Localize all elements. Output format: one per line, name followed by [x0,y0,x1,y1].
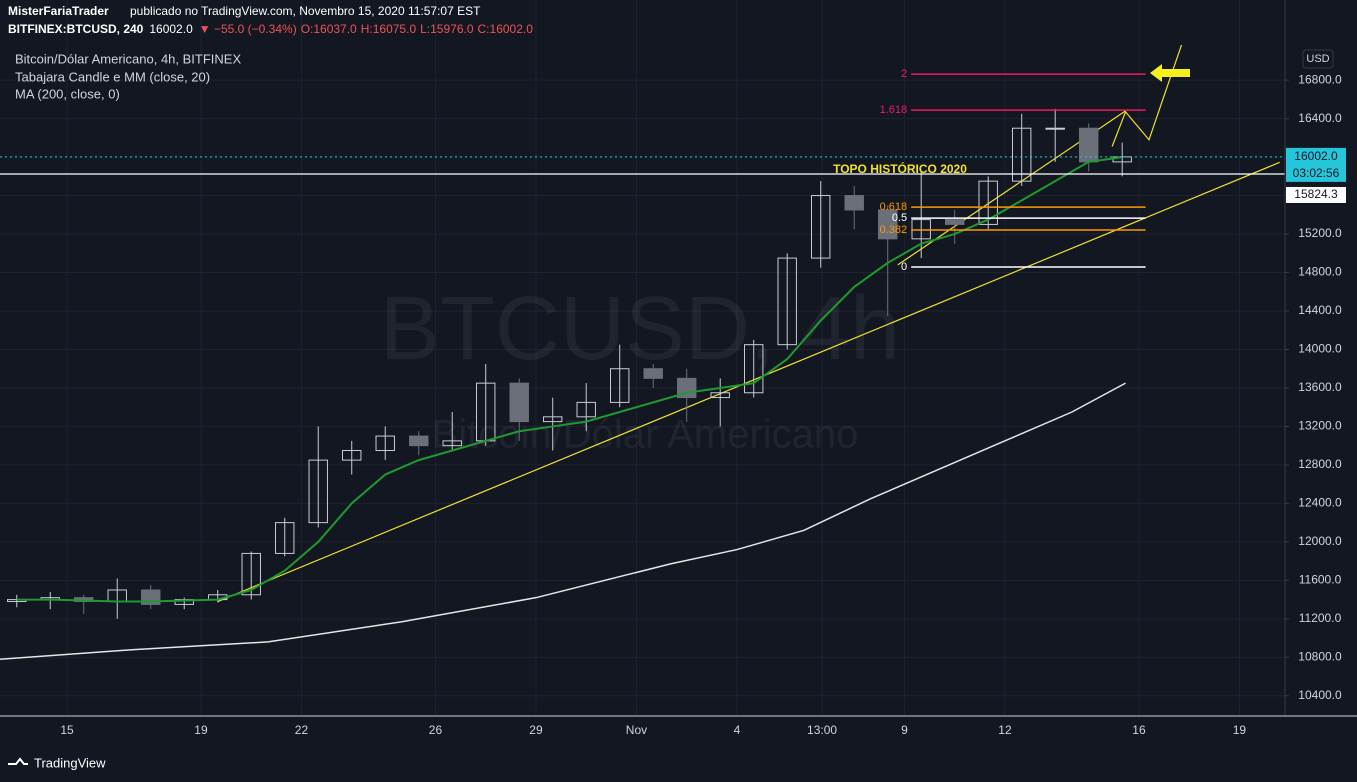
y-tick-label: 14000.0 [1298,342,1342,356]
y-tick-label: 12000.0 [1298,534,1342,548]
x-tick-label: 12 [998,723,1012,737]
open: O:16037.0 [301,22,357,36]
change: ▼ −55.0 (−0.34%) [199,22,297,36]
currency-button[interactable] [1302,49,1334,69]
y-tick-label: 13600.0 [1298,380,1342,394]
fib-label: 2 [901,68,907,80]
x-tick-label: 16 [1132,723,1146,737]
x-tick-label: 29 [529,723,543,737]
candle-body [643,368,663,379]
legend-main: Bitcoin/Dólar Americano, 4h, BITFINEX [15,51,241,66]
last-price-label: 16002.0 [1294,149,1338,163]
candle-body [810,195,831,259]
top-line-label: TOPO HISTÓRICO 2020 [833,161,967,176]
y-tick-label: 14800.0 [1298,265,1342,279]
currency-label: USD [1306,53,1329,65]
watermark-symbol: BTCUSD, 4h [380,279,900,379]
ma20-line [16,156,1123,603]
candle-body [911,219,931,240]
y-tick-label: 10800.0 [1298,649,1342,663]
candle-body [576,401,596,418]
candle-body [744,344,764,394]
published: publicado no TradingView.com, Novembro 1… [130,4,481,18]
legend-indicator: MA (200, close, 0) [15,86,120,101]
y-tick-label: 11600.0 [1299,573,1342,587]
x-tick-label: Nov [626,723,647,737]
y-tick-label: 15200.0 [1298,226,1342,240]
candle-body [543,416,563,423]
x-tick-label: 26 [429,723,443,737]
candle-body [944,219,965,225]
candle-body [844,195,864,211]
fib-label: 1.618 [880,104,908,116]
trendline [217,161,1280,603]
fib-label: 0.382 [880,224,908,236]
x-tick-label: 19 [194,723,208,737]
candle-body [1045,127,1065,130]
last-price-tag [1286,147,1346,182]
candle-body [409,435,429,447]
y-tick-label: 14400.0 [1298,303,1342,317]
candle-body [442,440,462,447]
watermark-name: Bitcoin/Dólar Americano [432,413,859,457]
x-tick-label: 13:00 [807,723,837,737]
ma200-line [0,382,1126,660]
x-tick-label: 4 [734,723,741,737]
y-tick-label: 10400.0 [1298,688,1342,702]
symbol: BITFINEX:BTCUSD, 240 [8,22,144,36]
close: C:16002.0 [478,22,534,36]
x-tick-label: 9 [901,723,908,737]
fib-label: 0.618 [880,201,908,213]
high: H:16075.0 [361,22,417,36]
y-tick-label: 16800.0 [1298,72,1342,86]
candle-body [308,459,328,524]
y-tick-label: 13200.0 [1298,419,1342,433]
axes: 10400.010800.011200.011600.012000.012400… [60,72,1346,737]
y-tick-label: 12400.0 [1298,496,1342,510]
x-tick-label: 15 [60,723,74,737]
top-line-tag-label: 15824.3 [1294,187,1338,201]
footer-brand: TradingView [34,755,106,770]
x-tick-label: 22 [295,723,309,737]
candle-body [978,180,998,225]
candle-body [1011,127,1032,182]
legend-indicator: Tabajara Candle e MM (close, 20) [15,69,210,84]
x-tick-label: 19 [1233,723,1247,737]
y-tick-label: 11200.0 [1299,611,1342,625]
grid [0,0,1285,716]
top-line-tag [1286,186,1346,203]
candle-body [610,368,630,403]
candle-body [509,382,529,423]
candle-body [375,435,395,451]
countdown: 03:02:56 [1293,166,1340,180]
price: 16002.0 [149,22,193,36]
fib-label: 0 [901,261,907,273]
candle-body [275,522,295,554]
symbol-line: BITFINEX:BTCUSD, 240 16002.0 ▼ −55.0 (−0.3… [8,22,533,36]
candle-body [241,552,261,596]
author: MisterFariaTrader [8,4,109,18]
logo [8,757,28,765]
fib-label: 0.5 [892,212,907,224]
y-tick-label: 16400.0 [1298,111,1342,125]
y-tick-label: 12800.0 [1298,457,1342,471]
candle-body [777,257,797,346]
candle-body [342,449,362,461]
low: L:15976.0 [420,22,474,36]
arrow [1150,64,1190,82]
trendline [1111,45,1183,147]
candle-body [710,392,730,399]
candle-body [877,209,898,240]
